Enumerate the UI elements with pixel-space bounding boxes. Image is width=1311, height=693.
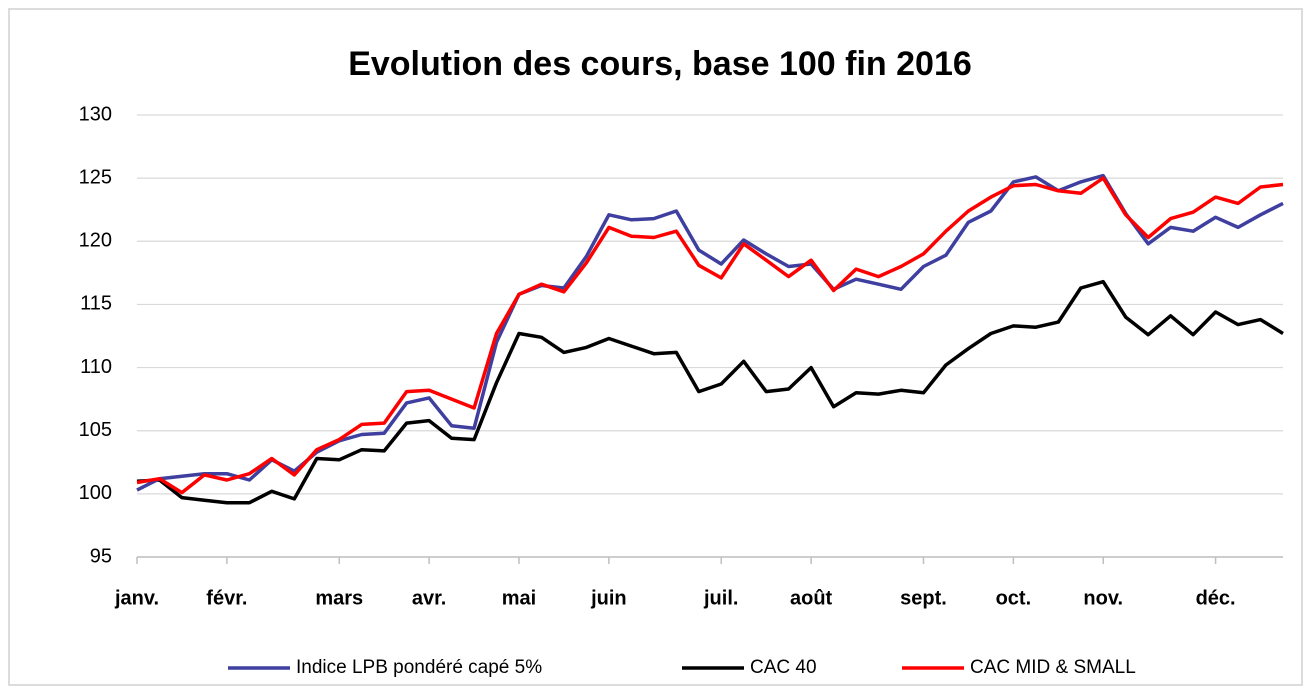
x-tick-label: mai	[502, 587, 536, 609]
legend-label: CAC MID & SMALL	[970, 657, 1136, 678]
x-tick-label: août	[790, 587, 833, 609]
y-tick-label: 95	[90, 545, 112, 567]
legend-label: CAC 40	[750, 657, 817, 678]
series-line	[136, 279, 1284, 505]
series-line	[136, 176, 1284, 495]
x-tick-label: mars	[315, 587, 363, 609]
x-tick-label: févr.	[206, 587, 247, 609]
legend-label: Indice LPB pondéré capé 5%	[296, 657, 542, 678]
y-tick-label: 110	[80, 356, 112, 378]
y-tick-label: 115	[80, 293, 112, 315]
y-tick-label: 120	[79, 230, 112, 252]
x-tick-label: déc.	[1196, 587, 1236, 609]
x-tick-label: nov.	[1083, 587, 1123, 609]
chart-border	[8, 8, 1303, 686]
x-tick-label: juil.	[703, 587, 738, 609]
y-tick-label: 100	[79, 482, 112, 504]
y-tick-label: 105	[79, 419, 112, 441]
y-tick-label: 130	[79, 103, 112, 125]
x-tick-label: oct.	[996, 587, 1032, 609]
x-tick-label: sept.	[900, 587, 947, 609]
x-tick-label: avr.	[412, 587, 446, 609]
chart-title: Evolution des cours, base 100 fin 2016	[348, 45, 972, 83]
x-tick-label: janv.	[114, 587, 159, 609]
x-tick-label: juin	[590, 587, 627, 609]
y-tick-label: 125	[79, 166, 112, 188]
